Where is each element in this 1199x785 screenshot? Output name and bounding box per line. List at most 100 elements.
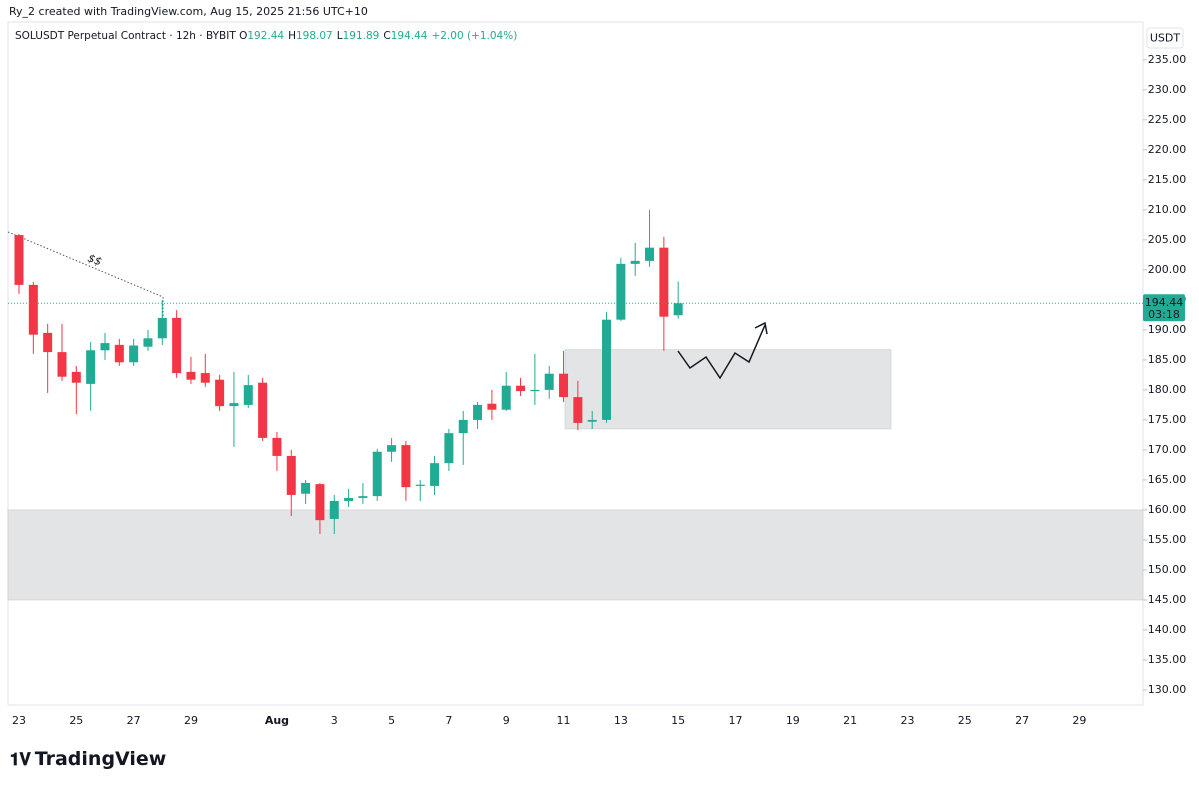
y-tick-label: 165.00 xyxy=(1148,473,1187,486)
y-tick-label: 205.00 xyxy=(1148,233,1187,246)
zone xyxy=(7,509,1144,601)
x-tick-label: 9 xyxy=(503,714,510,727)
currency-box[interactable] xyxy=(1146,27,1184,49)
ohlc-value: 194.44 xyxy=(390,30,428,42)
candle-body xyxy=(272,437,282,456)
candle-body xyxy=(372,451,382,497)
candle-body xyxy=(415,484,425,486)
candle-body xyxy=(28,284,38,335)
candle-body xyxy=(645,247,655,261)
x-tick-label: 23 xyxy=(900,714,914,727)
ohlc-key: L xyxy=(336,30,343,42)
y-tick-label: 155.00 xyxy=(1148,533,1187,546)
x-tick-label: 19 xyxy=(786,714,800,727)
annotation: $$ xyxy=(86,251,104,268)
last-price-label: 194.44 xyxy=(1145,296,1184,309)
candle-body xyxy=(229,403,239,407)
candle-body xyxy=(186,371,196,380)
ohlc-key: C xyxy=(383,30,391,42)
created-by: Ry_2 created with TradingView.com, Aug 1… xyxy=(9,5,368,18)
change: +2.00 (+1.04%) xyxy=(431,30,518,42)
candle-body xyxy=(344,497,354,501)
y-tick-label: 230.00 xyxy=(1148,83,1187,96)
candle-body xyxy=(659,247,669,317)
candle-body xyxy=(387,445,397,452)
x-tick-label: 11 xyxy=(557,714,571,727)
candle-body xyxy=(114,344,124,363)
candle-body xyxy=(301,482,311,494)
logo[interactable]: 𝟏𝐕 TradingView xyxy=(10,748,166,770)
countdown: 03:18 xyxy=(1148,308,1180,321)
ohlc-value: 191.89 xyxy=(342,30,380,42)
candle-body xyxy=(43,332,53,353)
candle-body xyxy=(530,389,540,392)
logo-text[interactable]: TradingView xyxy=(34,748,167,770)
last-price-box xyxy=(1143,294,1185,322)
y-tick-label: 210.00 xyxy=(1148,203,1187,216)
y-tick-label: 140.00 xyxy=(1148,623,1187,636)
candle-body xyxy=(544,373,554,390)
y-tick-label: 180.00 xyxy=(1148,383,1187,396)
x-tick-label: Aug xyxy=(265,714,289,727)
candle-body xyxy=(430,463,440,486)
y-tick-label: 235.00 xyxy=(1148,53,1187,66)
x-tick-label: 27 xyxy=(1015,714,1029,727)
x-tick-label: 15 xyxy=(671,714,685,727)
x-tick-label: 17 xyxy=(729,714,743,727)
currency[interactable]: USDT xyxy=(1150,32,1181,45)
candle-body xyxy=(57,352,67,377)
x-tick-label: 29 xyxy=(184,714,198,727)
candle-body xyxy=(358,496,368,498)
y-tick-label: 170.00 xyxy=(1148,443,1187,456)
x-tick-label: 29 xyxy=(1072,714,1086,727)
y-tick-label: 135.00 xyxy=(1148,653,1187,666)
y-tick-label: 215.00 xyxy=(1148,173,1187,186)
y-tick-label: 160.00 xyxy=(1148,503,1187,516)
y-tick-label: 145.00 xyxy=(1148,593,1187,606)
candle-body xyxy=(172,317,182,374)
candle-body xyxy=(473,404,483,420)
candle-body xyxy=(243,385,253,405)
candle-body xyxy=(86,350,96,384)
y-tick-label: 175.00 xyxy=(1148,413,1187,426)
candle-body xyxy=(616,263,626,320)
ohlc-key: O xyxy=(239,30,248,42)
x-tick-label: 23 xyxy=(12,714,26,727)
x-tick-label: 27 xyxy=(127,714,141,727)
candle-body xyxy=(14,235,24,285)
candle-body xyxy=(587,419,597,422)
candle-body xyxy=(200,373,210,383)
candle-body xyxy=(315,484,325,521)
y-tick-label: 220.00 xyxy=(1148,143,1187,156)
projection-arrow xyxy=(754,321,768,335)
candle-body xyxy=(673,303,683,316)
y-tick-label: 190.00 xyxy=(1148,323,1187,336)
x-tick-label: 3 xyxy=(331,714,338,727)
candle-body xyxy=(100,343,110,351)
x-tick-label: 21 xyxy=(843,714,857,727)
x-tick-label: 25 xyxy=(958,714,972,727)
candle-body xyxy=(401,445,411,488)
candle-body xyxy=(157,317,167,339)
y-tick-label: 200.00 xyxy=(1148,263,1187,276)
candle-body xyxy=(215,379,225,407)
logo-icon[interactable]: 𝟏𝐕 xyxy=(10,750,31,770)
y-tick-label: 225.00 xyxy=(1148,113,1187,126)
ohlc-key: H xyxy=(288,30,296,42)
projection-path xyxy=(677,324,766,380)
candle-body xyxy=(129,345,139,363)
y-tick-label: 185.00 xyxy=(1148,353,1187,366)
trend-line xyxy=(7,231,164,298)
candle-body xyxy=(573,397,583,423)
zone xyxy=(564,349,892,430)
candle-body xyxy=(258,382,268,438)
x-tick-label: 13 xyxy=(614,714,628,727)
candles xyxy=(14,209,683,534)
candle-body xyxy=(458,419,468,434)
symbol-header: SOLUSDT Perpetual Contract · 12h · BYBIT… xyxy=(15,30,521,42)
y-tick-label: 130.00 xyxy=(1148,683,1187,696)
zones xyxy=(7,349,1144,601)
ohlc-value: 198.07 xyxy=(296,30,333,42)
candle-body xyxy=(286,455,296,495)
